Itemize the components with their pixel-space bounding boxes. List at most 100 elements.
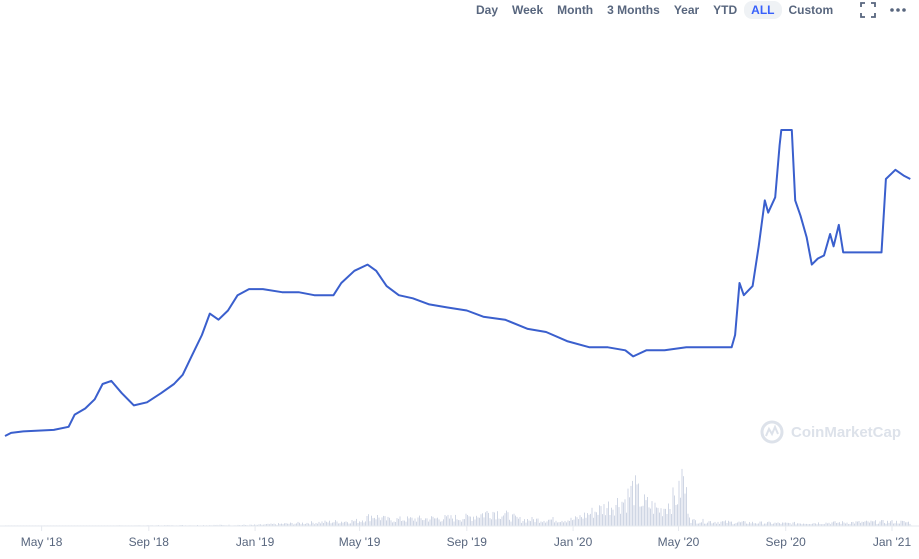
volume-bar (648, 507, 650, 526)
volume-bar (327, 522, 329, 526)
volume-bar (398, 518, 399, 526)
volume-bar (644, 494, 645, 526)
volume-bar (317, 523, 318, 526)
volume-bar (551, 519, 552, 526)
volume-bar (351, 520, 353, 526)
volume-bar (819, 524, 821, 526)
volume-bar (779, 523, 780, 526)
volume-bar (722, 521, 723, 526)
volume-bar (507, 512, 509, 526)
volume-bar (750, 523, 752, 526)
volume-bar (377, 515, 378, 526)
volume-bar (810, 524, 812, 526)
volume-bar (282, 524, 284, 526)
x-tick-label: Sep '20 (766, 535, 807, 549)
volume-bar (402, 520, 404, 526)
volume-bar (749, 522, 750, 526)
volume-bar (584, 512, 585, 526)
volume-bar (780, 523, 782, 526)
range-day-button[interactable]: Day (476, 3, 499, 17)
volume-bar (347, 522, 348, 526)
volume-bar (329, 520, 330, 526)
volume-bar (468, 516, 470, 526)
volume-bar (786, 522, 788, 526)
volume-bar (617, 498, 618, 526)
volume-bar (413, 520, 414, 526)
volume-bar (419, 515, 420, 526)
volume-bar (477, 517, 479, 526)
volume-bar (630, 485, 632, 526)
range-week-button[interactable]: Week (512, 3, 544, 17)
volume-bar (570, 517, 572, 526)
volume-bar (300, 524, 302, 526)
volume-layer (5, 468, 912, 526)
volume-bar (695, 520, 696, 526)
volume-bar (908, 521, 909, 526)
volume-bar (251, 524, 252, 526)
volume-bar (672, 487, 674, 526)
volume-bar (350, 523, 351, 526)
volume-bar (821, 524, 822, 526)
volume-bar (243, 524, 245, 526)
fullscreen-icon[interactable] (858, 2, 878, 18)
volume-bar (776, 523, 777, 526)
volume-bar (488, 512, 489, 526)
volume-bar (521, 522, 522, 526)
range-all-button[interactable]: ALL (744, 1, 782, 19)
volume-bar (840, 523, 842, 526)
time-range-toolbar: Day Week Month 3 Months Year YTD ALL Cus… (469, 0, 908, 20)
volume-bar (288, 523, 290, 526)
volume-bar (725, 520, 726, 526)
volume-bar (608, 501, 609, 526)
volume-bar (326, 521, 327, 526)
volume-bar (645, 500, 647, 526)
volume-bar (348, 523, 350, 526)
volume-bar (716, 523, 717, 526)
volume-bar (432, 516, 434, 526)
x-tick-label: Jan '19 (236, 535, 275, 549)
volume-bar (383, 515, 384, 526)
x-tick-label: Sep '18 (129, 535, 170, 549)
more-icon[interactable] (888, 2, 908, 18)
range-ytd-button[interactable]: YTD (713, 3, 738, 17)
volume-bar (344, 521, 345, 526)
volume-bar (435, 518, 437, 526)
volume-bar (339, 523, 341, 526)
volume-bar (467, 515, 468, 526)
volume-bar (260, 524, 261, 526)
volume-bar (843, 522, 845, 526)
volume-bar (374, 517, 375, 526)
volume-bar (566, 522, 567, 526)
volume-bar (533, 519, 534, 526)
volume-bar (263, 524, 264, 526)
volume-bar (401, 521, 402, 526)
volume-bar (537, 518, 539, 526)
volume-bar (437, 517, 438, 526)
volume-bar (446, 516, 447, 526)
volume-bar (638, 483, 639, 526)
volume-bar (659, 512, 660, 526)
volume-bar (746, 523, 747, 526)
volume-bar (470, 516, 471, 526)
volume-bar (575, 516, 576, 526)
volume-bar (849, 523, 851, 526)
range-custom-button[interactable]: Custom (788, 3, 834, 17)
volume-bar (681, 468, 683, 526)
range-3-months-button[interactable]: 3 Months (607, 3, 660, 17)
volume-bar (404, 520, 405, 526)
volume-bar (812, 523, 813, 526)
volume-bar (422, 520, 423, 526)
range-month-button[interactable]: Month (557, 3, 594, 17)
volume-bar (318, 521, 320, 526)
range-year-button[interactable]: Year (673, 3, 700, 17)
volume-bar (381, 517, 383, 526)
volume-bar (510, 521, 512, 526)
volume-bar (636, 484, 638, 526)
volume-bar (485, 512, 486, 526)
volume-bar (569, 521, 570, 526)
volume-bar (618, 507, 620, 526)
volume-bar (297, 521, 299, 526)
volume-bar (614, 515, 615, 526)
volume-bar (269, 524, 270, 526)
